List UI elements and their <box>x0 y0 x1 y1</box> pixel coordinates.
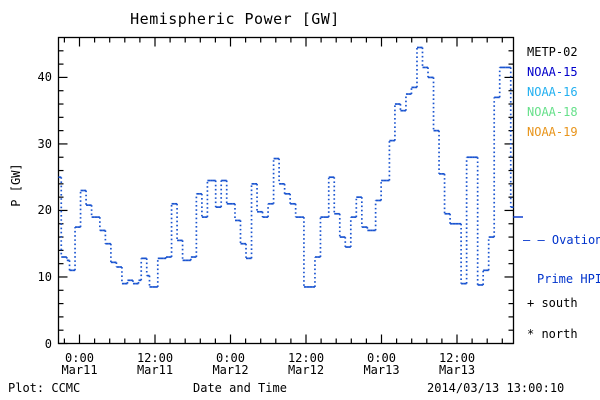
legend-item-noaa-15: NOAA-15 <box>527 65 578 79</box>
plot-credit: Plot: CCMC <box>8 381 81 395</box>
x-tick-time: 0:00 <box>367 351 396 365</box>
x-tick-date: Mar13 <box>438 363 476 377</box>
x-tick-date: Mar13 <box>363 363 400 377</box>
x-tick-date: Mar12 <box>287 363 325 377</box>
y-tick-label: 30 <box>37 136 52 151</box>
y-axis-ticks <box>58 50 514 345</box>
x-tick-label: 12:00 Mar11 <box>110 352 200 376</box>
plot-frame <box>57 36 515 345</box>
x-tick-label: 0:00 Mar12 <box>186 352 276 376</box>
x-axis-ticks <box>63 37 503 344</box>
x-tick-date: Mar12 <box>212 363 249 377</box>
legend-item-metp-02: METP-02 <box>527 45 578 59</box>
legend-item-noaa-18: NOAA-18 <box>527 105 578 119</box>
ovation-legend-line1: — — Ovation <box>523 233 600 247</box>
x-tick-label: 0:00 Mar13 <box>337 352 427 376</box>
y-tick-label: 0 <box>44 336 52 351</box>
legend-item-noaa-16: NOAA-16 <box>527 85 578 99</box>
x-tick-date: Mar11 <box>61 363 98 377</box>
y-tick-label: 20 <box>37 203 52 218</box>
hpi-step-series <box>58 46 514 288</box>
timestamp: 2014/03/13 13:00:10 <box>427 381 565 395</box>
ovation-legend: — — Ovation Prime HPI <box>523 208 600 312</box>
page-title: Hemispheric Power [GW] <box>130 10 340 28</box>
legend-marker-north: * north <box>527 327 578 341</box>
ovation-legend-line2: Prime HPI <box>537 272 600 286</box>
x-axis-label: Date and Time <box>193 381 287 395</box>
x-tick-label: 12:00 Mar13 <box>412 352 502 376</box>
x-tick-time: 0:00 <box>216 351 245 365</box>
y-tick-label: 40 <box>37 70 52 85</box>
x-tick-time: 12:00 <box>136 351 174 365</box>
y-tick-label: 10 <box>37 269 52 284</box>
legend-item-noaa-19: NOAA-19 <box>527 125 578 139</box>
x-tick-date: Mar11 <box>136 363 174 377</box>
x-tick-time: 12:00 <box>287 351 325 365</box>
x-tick-time: 0:00 <box>65 351 94 365</box>
x-tick-label: 0:00 Mar11 <box>35 352 125 376</box>
x-tick-time: 12:00 <box>438 351 476 365</box>
x-tick-label: 12:00 Mar12 <box>261 352 351 376</box>
legend-marker-south: + south <box>527 296 578 310</box>
